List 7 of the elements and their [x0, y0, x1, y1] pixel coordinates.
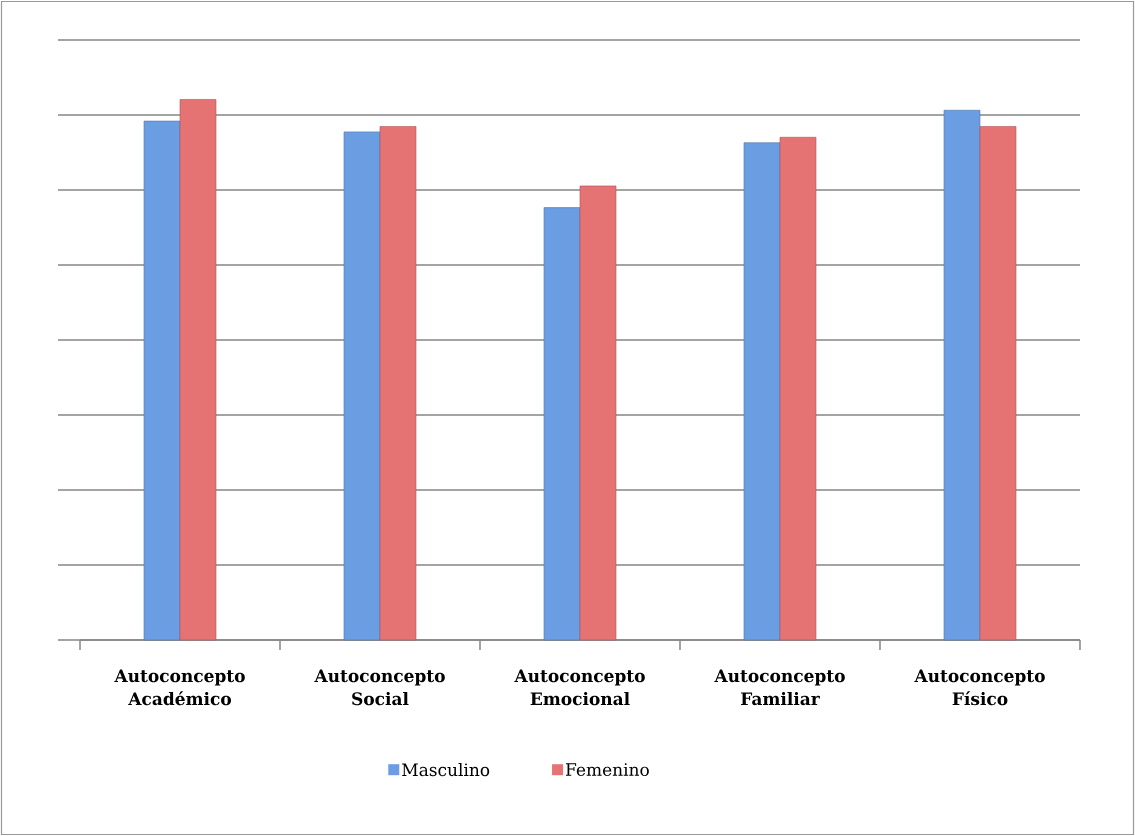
x-tick-label: Autoconcepto Académico [114, 669, 245, 706]
legend-label: Masculino [402, 762, 490, 777]
legend-label: Femenino [565, 763, 649, 776]
x-tick-label: Autoconcepto Físico [914, 669, 1045, 706]
x-tick-label: Autoconcepto Emocional [514, 669, 645, 706]
x-tick-label: Autoconcepto Familiar [714, 669, 845, 706]
x-tick-label: Autoconcepto Social [314, 669, 445, 706]
